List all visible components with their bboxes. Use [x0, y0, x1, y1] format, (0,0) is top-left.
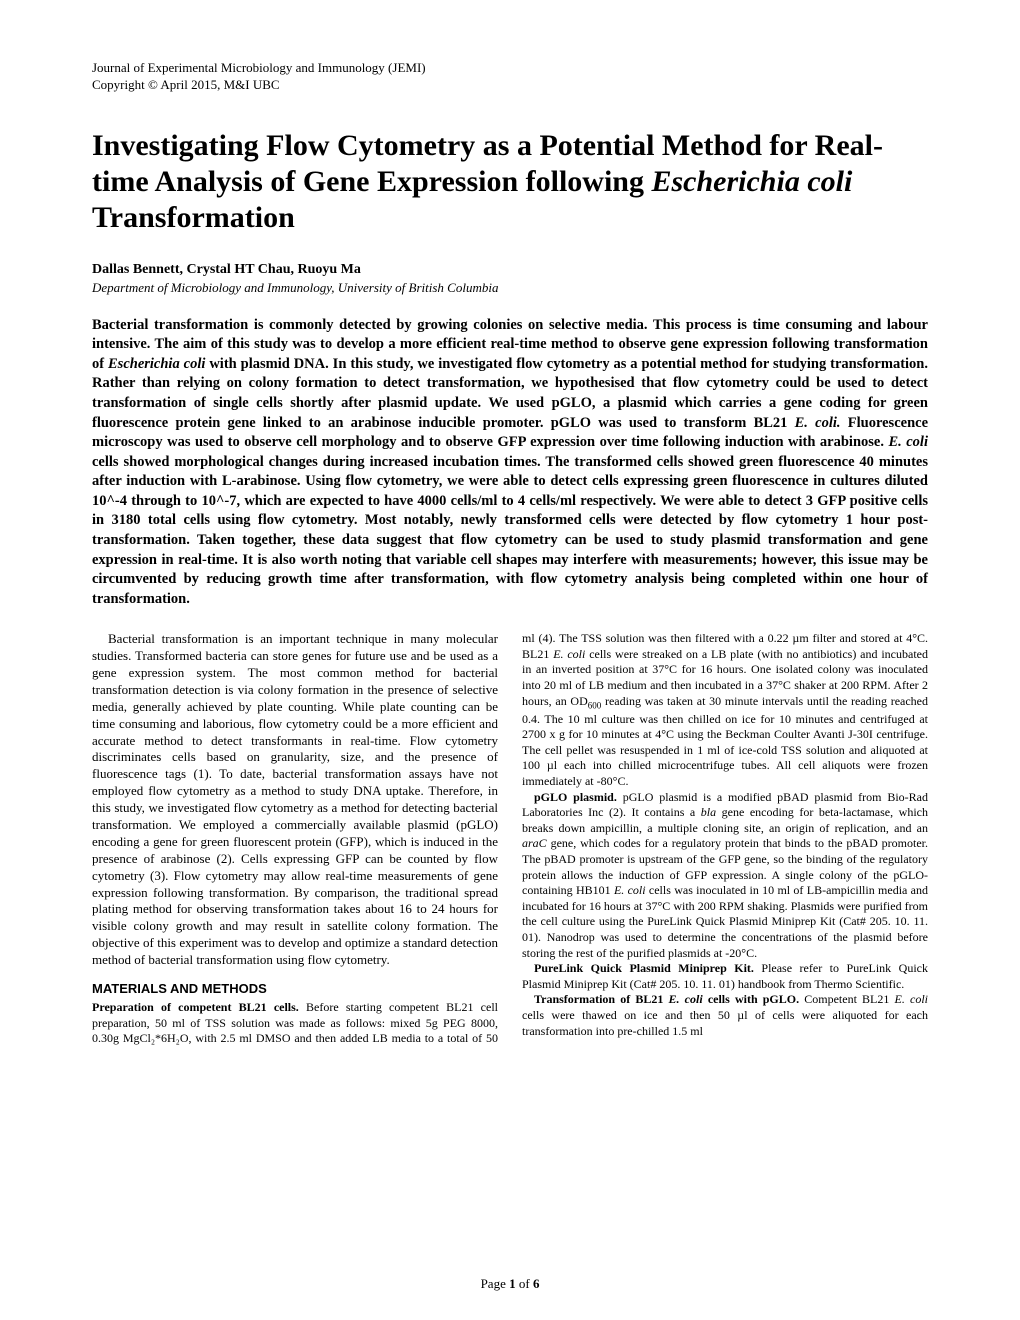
copyright-line: Copyright © April 2015, M&I UBC — [92, 77, 928, 94]
page-total: 6 — [533, 1276, 540, 1291]
methods-text: cells were thawed on ice and then 50 µl … — [522, 1008, 928, 1038]
methods-subhead: Transformation of BL21 E. coli cells wit… — [534, 992, 799, 1006]
journal-name: Journal of Experimental Microbiology and… — [92, 60, 928, 77]
methods-gene: bla — [701, 805, 716, 819]
title-species: Escherichia coli — [651, 165, 852, 198]
affiliation: Department of Microbiology and Immunolog… — [92, 280, 928, 296]
article-title: Investigating Flow Cytometry as a Potent… — [92, 128, 928, 236]
methods-subhead: PureLink Quick Plasmid Miniprep Kit. — [534, 961, 754, 975]
methods-subhead: pGLO plasmid. — [534, 790, 617, 804]
methods-kit: PureLink Quick Plasmid Miniprep Kit. Ple… — [522, 961, 928, 992]
title-line3: Transformation — [92, 201, 295, 234]
methods-subhead: Preparation of competent BL21 cells. — [92, 1000, 299, 1014]
body-columns: Bacterial transformation is an important… — [92, 631, 928, 1046]
page: Journal of Experimental Microbiology and… — [0, 0, 1020, 1320]
abstract-species: E. coli — [888, 434, 928, 450]
methods-species: E. coli — [895, 992, 928, 1006]
methods-heading: MATERIALS AND METHODS — [92, 981, 498, 998]
methods-text: Competent BL21 — [799, 992, 894, 1006]
authors: Dallas Bennett, Crystal HT Chau, Ruoyu M… — [92, 262, 928, 278]
abstract-text: cells showed morphological changes durin… — [92, 454, 928, 607]
methods-species: E. coli — [553, 647, 585, 661]
abstract: Bacterial transformation is commonly det… — [92, 316, 928, 609]
methods-transformation: Transformation of BL21 E. coli cells wit… — [522, 992, 928, 1039]
intro-paragraph: Bacterial transformation is an important… — [92, 631, 498, 969]
subscript: 600 — [588, 700, 602, 710]
abstract-species: Escherichia coli — [108, 356, 205, 372]
running-header: Journal of Experimental Microbiology and… — [92, 60, 928, 94]
footer-label: Page — [481, 1276, 510, 1291]
methods-pglo: pGLO plasmid. pGLO plasmid is a modified… — [522, 790, 928, 962]
title-line1: Investigating Flow Cytometry as a Potent… — [92, 129, 883, 162]
title-line2a: time Analysis of Gene Expression followi… — [92, 165, 651, 198]
page-footer: Page 1 of 6 — [0, 1276, 1020, 1292]
footer-label: of — [516, 1276, 533, 1291]
methods-species: E. coli — [614, 883, 646, 897]
methods-gene: araC — [522, 836, 547, 850]
abstract-species: E. coli. — [795, 415, 841, 431]
